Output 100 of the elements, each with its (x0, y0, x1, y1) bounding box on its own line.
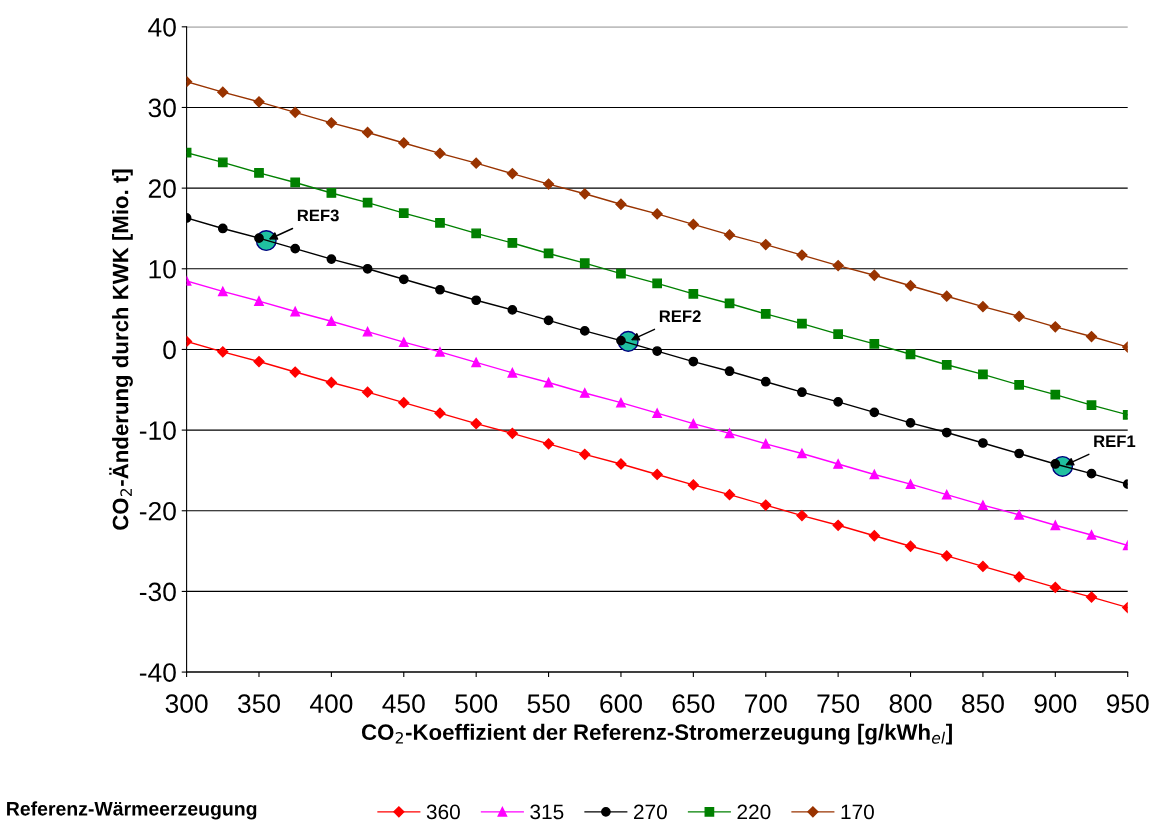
point (579, 388, 590, 398)
point (723, 229, 736, 241)
point (1086, 400, 1097, 410)
legend-label: 220 (737, 804, 771, 820)
point (325, 117, 337, 129)
point (796, 249, 808, 261)
point (832, 259, 844, 272)
point (398, 137, 410, 149)
point (941, 427, 952, 438)
point (616, 397, 626, 408)
legend-label: 170 (841, 804, 874, 820)
x-tick-label: 850 (962, 694, 1004, 713)
point (579, 448, 591, 460)
point (651, 468, 663, 481)
point (217, 223, 228, 234)
point (434, 147, 446, 160)
point (253, 96, 265, 108)
point (1050, 389, 1061, 400)
point (904, 280, 917, 292)
point (470, 157, 482, 169)
point (471, 228, 482, 239)
point (796, 509, 808, 522)
point (904, 540, 917, 552)
point (362, 263, 373, 274)
point (833, 329, 843, 339)
y-tick-label: 0 (163, 340, 176, 360)
point (760, 499, 772, 511)
point (290, 243, 301, 254)
point (833, 397, 843, 407)
point (760, 309, 771, 319)
point (978, 438, 988, 448)
x-tick-label: 800 (889, 694, 932, 713)
point (543, 315, 554, 326)
point (868, 269, 880, 281)
point (470, 418, 482, 430)
x-tick-label: 350 (237, 694, 280, 713)
point (652, 346, 663, 356)
point (289, 366, 301, 378)
point (543, 377, 554, 388)
point (1049, 321, 1061, 333)
point (977, 560, 989, 573)
y-tick-label: -10 (139, 421, 176, 440)
point (579, 326, 590, 336)
point (724, 428, 735, 439)
x-axis-title: CO$_{2}$-Koeffizient der Referenz-Stromerzeugung [g/kWh$_{el}$] (361, 723, 952, 745)
point (687, 479, 699, 491)
y-tick-label: 10 (149, 259, 176, 279)
point (651, 208, 663, 220)
point (217, 286, 228, 297)
annotation: REF1 (1094, 435, 1136, 447)
point (1085, 591, 1098, 603)
point (869, 338, 880, 349)
point (978, 500, 988, 510)
point (688, 356, 699, 367)
point (326, 316, 337, 327)
point (217, 157, 228, 168)
point (797, 318, 807, 329)
y-tick-label: 40 (148, 17, 176, 37)
point (797, 448, 807, 459)
point (905, 479, 916, 490)
point (325, 376, 337, 389)
point (905, 349, 916, 360)
point (833, 459, 843, 469)
point (1014, 509, 1024, 520)
point (289, 106, 301, 118)
point (254, 296, 264, 306)
point (941, 290, 953, 302)
point (361, 126, 374, 139)
point (542, 178, 555, 190)
point (471, 295, 482, 306)
point (724, 366, 735, 377)
x-tick-label: 650 (672, 694, 715, 713)
point (217, 346, 229, 358)
point (797, 387, 807, 398)
point (977, 301, 989, 313)
point (542, 438, 555, 450)
x-tick-label: 550 (527, 694, 570, 713)
point (615, 198, 627, 210)
point (760, 376, 771, 387)
point (435, 284, 445, 295)
point (1086, 530, 1097, 540)
y-tick-label: -20 (139, 501, 176, 521)
x-tick-label: 750 (817, 694, 860, 713)
point (1086, 468, 1097, 479)
point (1085, 330, 1098, 343)
y-tick-label: -30 (139, 582, 176, 602)
x-tick-label: 450 (382, 694, 425, 713)
point (579, 188, 591, 200)
point (435, 347, 445, 357)
x-tick-label: 500 (455, 694, 498, 713)
point (1049, 581, 1061, 593)
point (362, 326, 373, 337)
point (688, 418, 699, 429)
point (326, 188, 337, 198)
point (978, 369, 988, 380)
point (616, 268, 626, 279)
point (326, 254, 337, 264)
annotation: REF3 (297, 209, 339, 222)
y-axis-title: CO$_{2}$-Änderung durch KWK [Mio. t] (109, 169, 133, 530)
point (760, 438, 771, 449)
